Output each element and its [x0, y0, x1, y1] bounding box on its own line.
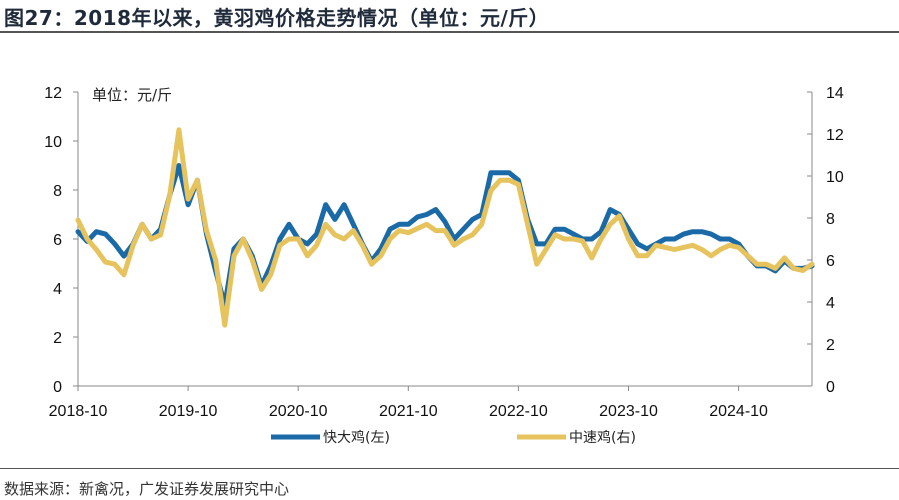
left-tick-label: 8 — [53, 183, 62, 200]
right-tick-label: 8 — [826, 211, 835, 228]
x-tick-label: 2019-10 — [159, 403, 218, 420]
source-note: 数据来源：新禽况，广发证券发展研究中心 — [4, 480, 290, 498]
right-tick-label: 10 — [826, 169, 844, 186]
left-tick-label: 4 — [53, 281, 62, 298]
price-line-chart: 单位：元/斤 0 2 4 6 8 10 12 0 2 4 6 8 10 12 14 2018-10 2019-1… — [44, 85, 844, 446]
left-tick-label: 2 — [53, 330, 62, 347]
unit-label: 单位：元/斤 — [92, 86, 172, 104]
right-tick-label: 14 — [826, 85, 844, 102]
series-line-zhongsu — [75, 127, 815, 328]
x-tick-label: 2020-10 — [269, 403, 328, 420]
left-tick-label: 0 — [53, 379, 62, 396]
legend-label: 中速鸡(右) — [569, 429, 636, 446]
right-tick-label: 0 — [826, 379, 835, 396]
footer-divider — [0, 468, 899, 469]
title-divider — [0, 31, 899, 33]
right-tick-label: 12 — [826, 127, 844, 144]
left-tick-label: 6 — [53, 232, 62, 249]
right-tick-label: 2 — [826, 337, 835, 354]
right-tick-label: 4 — [826, 295, 835, 312]
left-tick-label: 10 — [44, 134, 62, 151]
x-tick-label: 2024-10 — [709, 403, 768, 420]
x-tick-label: 2018-10 — [49, 403, 108, 420]
x-tick-label: 2022-10 — [489, 403, 548, 420]
legend-label: 快大鸡(左) — [323, 429, 390, 446]
right-tick-label: 6 — [826, 253, 835, 270]
x-tick-label: 2021-10 — [379, 403, 438, 420]
left-tick-label: 12 — [44, 85, 62, 102]
x-tick-label: 2023-10 — [599, 403, 658, 420]
figure-title: 图27：2018年以来，黄羽鸡价格走势情况（单位：元/斤） — [4, 6, 550, 30]
